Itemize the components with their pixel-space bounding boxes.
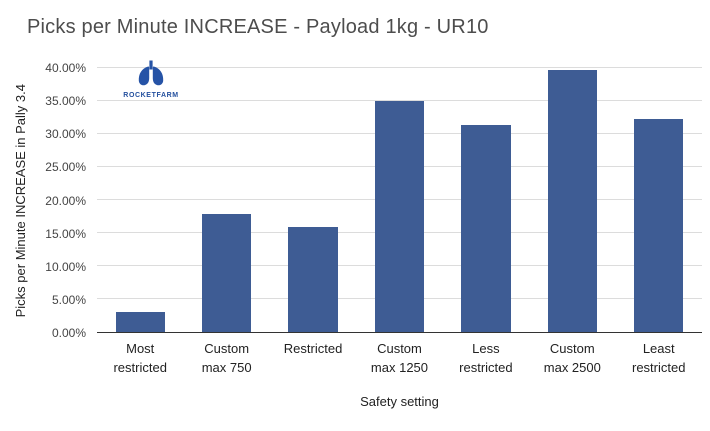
plot-area	[97, 67, 702, 333]
bar-slot	[183, 68, 269, 332]
chart-bar-least-restricted	[634, 118, 684, 332]
chart-title: Picks per Minute INCREASE - Payload 1kg …	[27, 16, 489, 38]
gridline	[97, 67, 702, 68]
x-category-label: Least restricted	[632, 341, 686, 375]
y-tick-label: 25.00%	[45, 160, 86, 175]
bar-slot	[356, 68, 442, 332]
y-axis-tick-labels: 0.00% 5.00% 10.00% 15.00% 20.00% 25.00% 30.00%…	[0, 61, 92, 340]
bar-series	[97, 68, 702, 332]
bar-slot	[270, 68, 356, 332]
x-category-label: Less restricted	[459, 341, 513, 375]
chart-bar-less-restricted	[461, 124, 511, 332]
y-tick-label: 15.00%	[45, 226, 86, 241]
chart-bar-custom-max-1250	[374, 101, 425, 332]
rocketfarm-logo: ROCKETFARM	[120, 60, 182, 99]
x-category-label: Custom max 2500	[543, 341, 601, 375]
rocketfarm-lungs-icon	[138, 60, 164, 86]
y-tick-label: 35.00%	[45, 94, 86, 109]
bar-slot	[529, 68, 615, 332]
y-tick-label: 0.00%	[51, 326, 86, 340]
y-tick-label: 5.00%	[51, 292, 86, 307]
gridline	[97, 100, 702, 101]
x-axis-category-labels: Most restricted Custom max 750 Restricted Cus…	[97, 340, 702, 378]
x-category-label: Most restricted	[113, 341, 167, 375]
chart-bar-most-restricted	[115, 311, 165, 332]
y-tick-label: 10.00%	[45, 259, 86, 274]
bar-slot	[97, 68, 183, 332]
y-tick-label: 20.00%	[45, 193, 86, 208]
rocketfarm-logo-text: ROCKETFARM	[123, 92, 179, 99]
bar-slot	[616, 68, 702, 332]
bar-slot	[443, 68, 529, 332]
chart-bar-restricted	[288, 227, 338, 332]
y-tick-label: 30.00%	[45, 127, 86, 142]
x-category-label: Custom max 750	[201, 341, 252, 375]
x-category-label: Restricted	[283, 341, 343, 356]
x-axis-title: Safety setting	[360, 394, 439, 409]
y-tick-label: 40.00%	[45, 61, 86, 75]
chart-bar-custom-max-750	[202, 213, 252, 332]
x-category-label: Custom max 1250	[370, 341, 429, 375]
chart-bar-custom-max-2500	[547, 69, 597, 332]
